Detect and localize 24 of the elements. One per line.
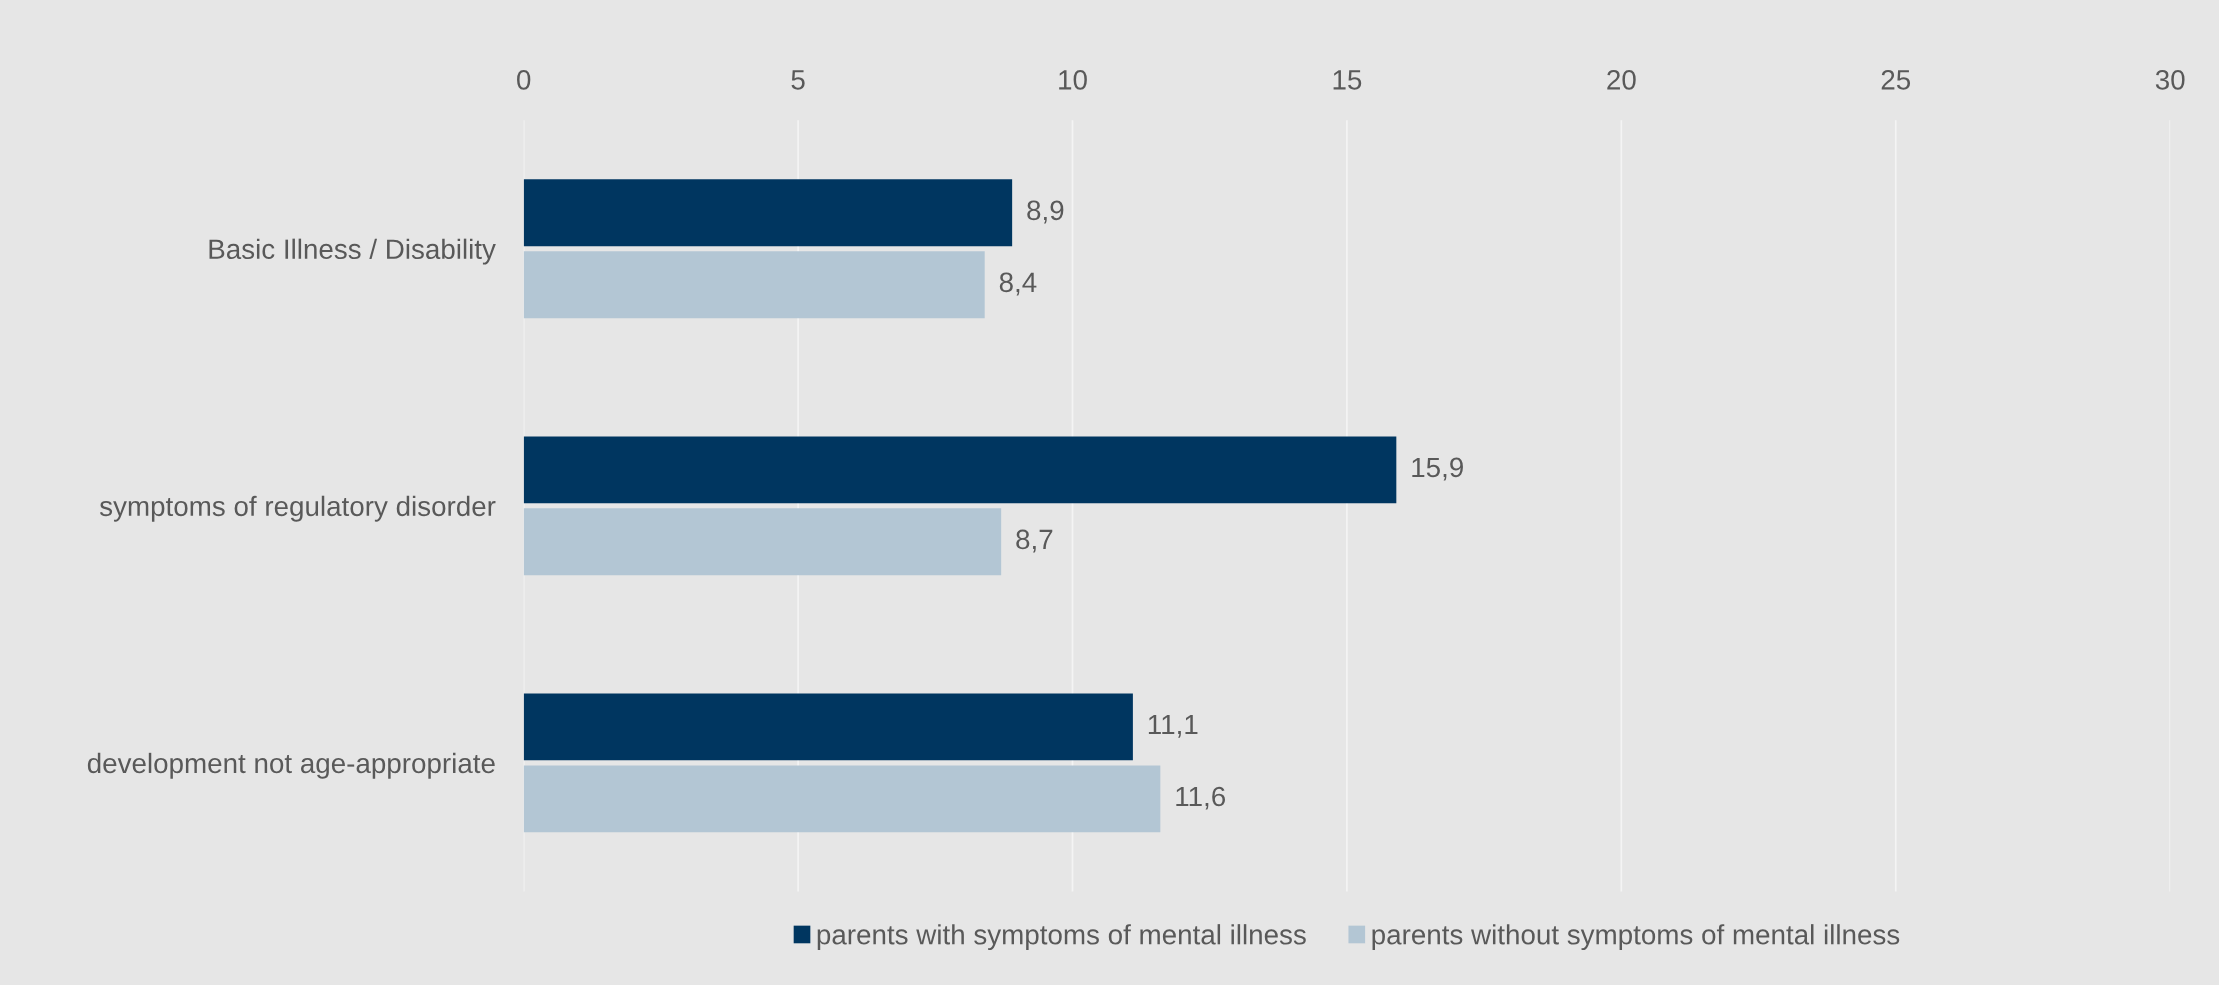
x-tick-label: 5 <box>791 70 805 90</box>
y-tick-label: Basic Illness / Disability <box>209 238 496 265</box>
data-label: 8,4 <box>999 272 1037 296</box>
x-tick-label: 20 <box>1607 70 1636 90</box>
bar <box>523 436 1397 504</box>
y-tick-label: development not age-appropriate <box>87 752 495 779</box>
x-tick-label: 10 <box>1059 70 1087 90</box>
legend-label: parents with symptoms of mental illness <box>817 924 1306 951</box>
x-tick-label: 0 <box>517 70 531 90</box>
x-tick-label: 30 <box>2155 70 2185 90</box>
x-tick-label: 15 <box>1333 70 1362 90</box>
bar <box>523 179 1013 247</box>
bar <box>523 508 1002 576</box>
legend-label: parents without symptoms of mental illness <box>1372 924 1900 951</box>
bar <box>523 251 985 319</box>
data-label: 8,7 <box>1016 529 1053 553</box>
bar <box>523 693 1133 761</box>
data-label: 15,9 <box>1412 457 1463 481</box>
y-tick-label: symptoms of regulatory disorder <box>99 495 496 522</box>
data-label: 8,9 <box>1027 200 1064 224</box>
x-tick-label: 25 <box>1881 70 1911 90</box>
bar <box>523 765 1161 833</box>
data-label: 11,6 <box>1176 786 1226 810</box>
data-label: 11,1 <box>1148 714 1198 738</box>
